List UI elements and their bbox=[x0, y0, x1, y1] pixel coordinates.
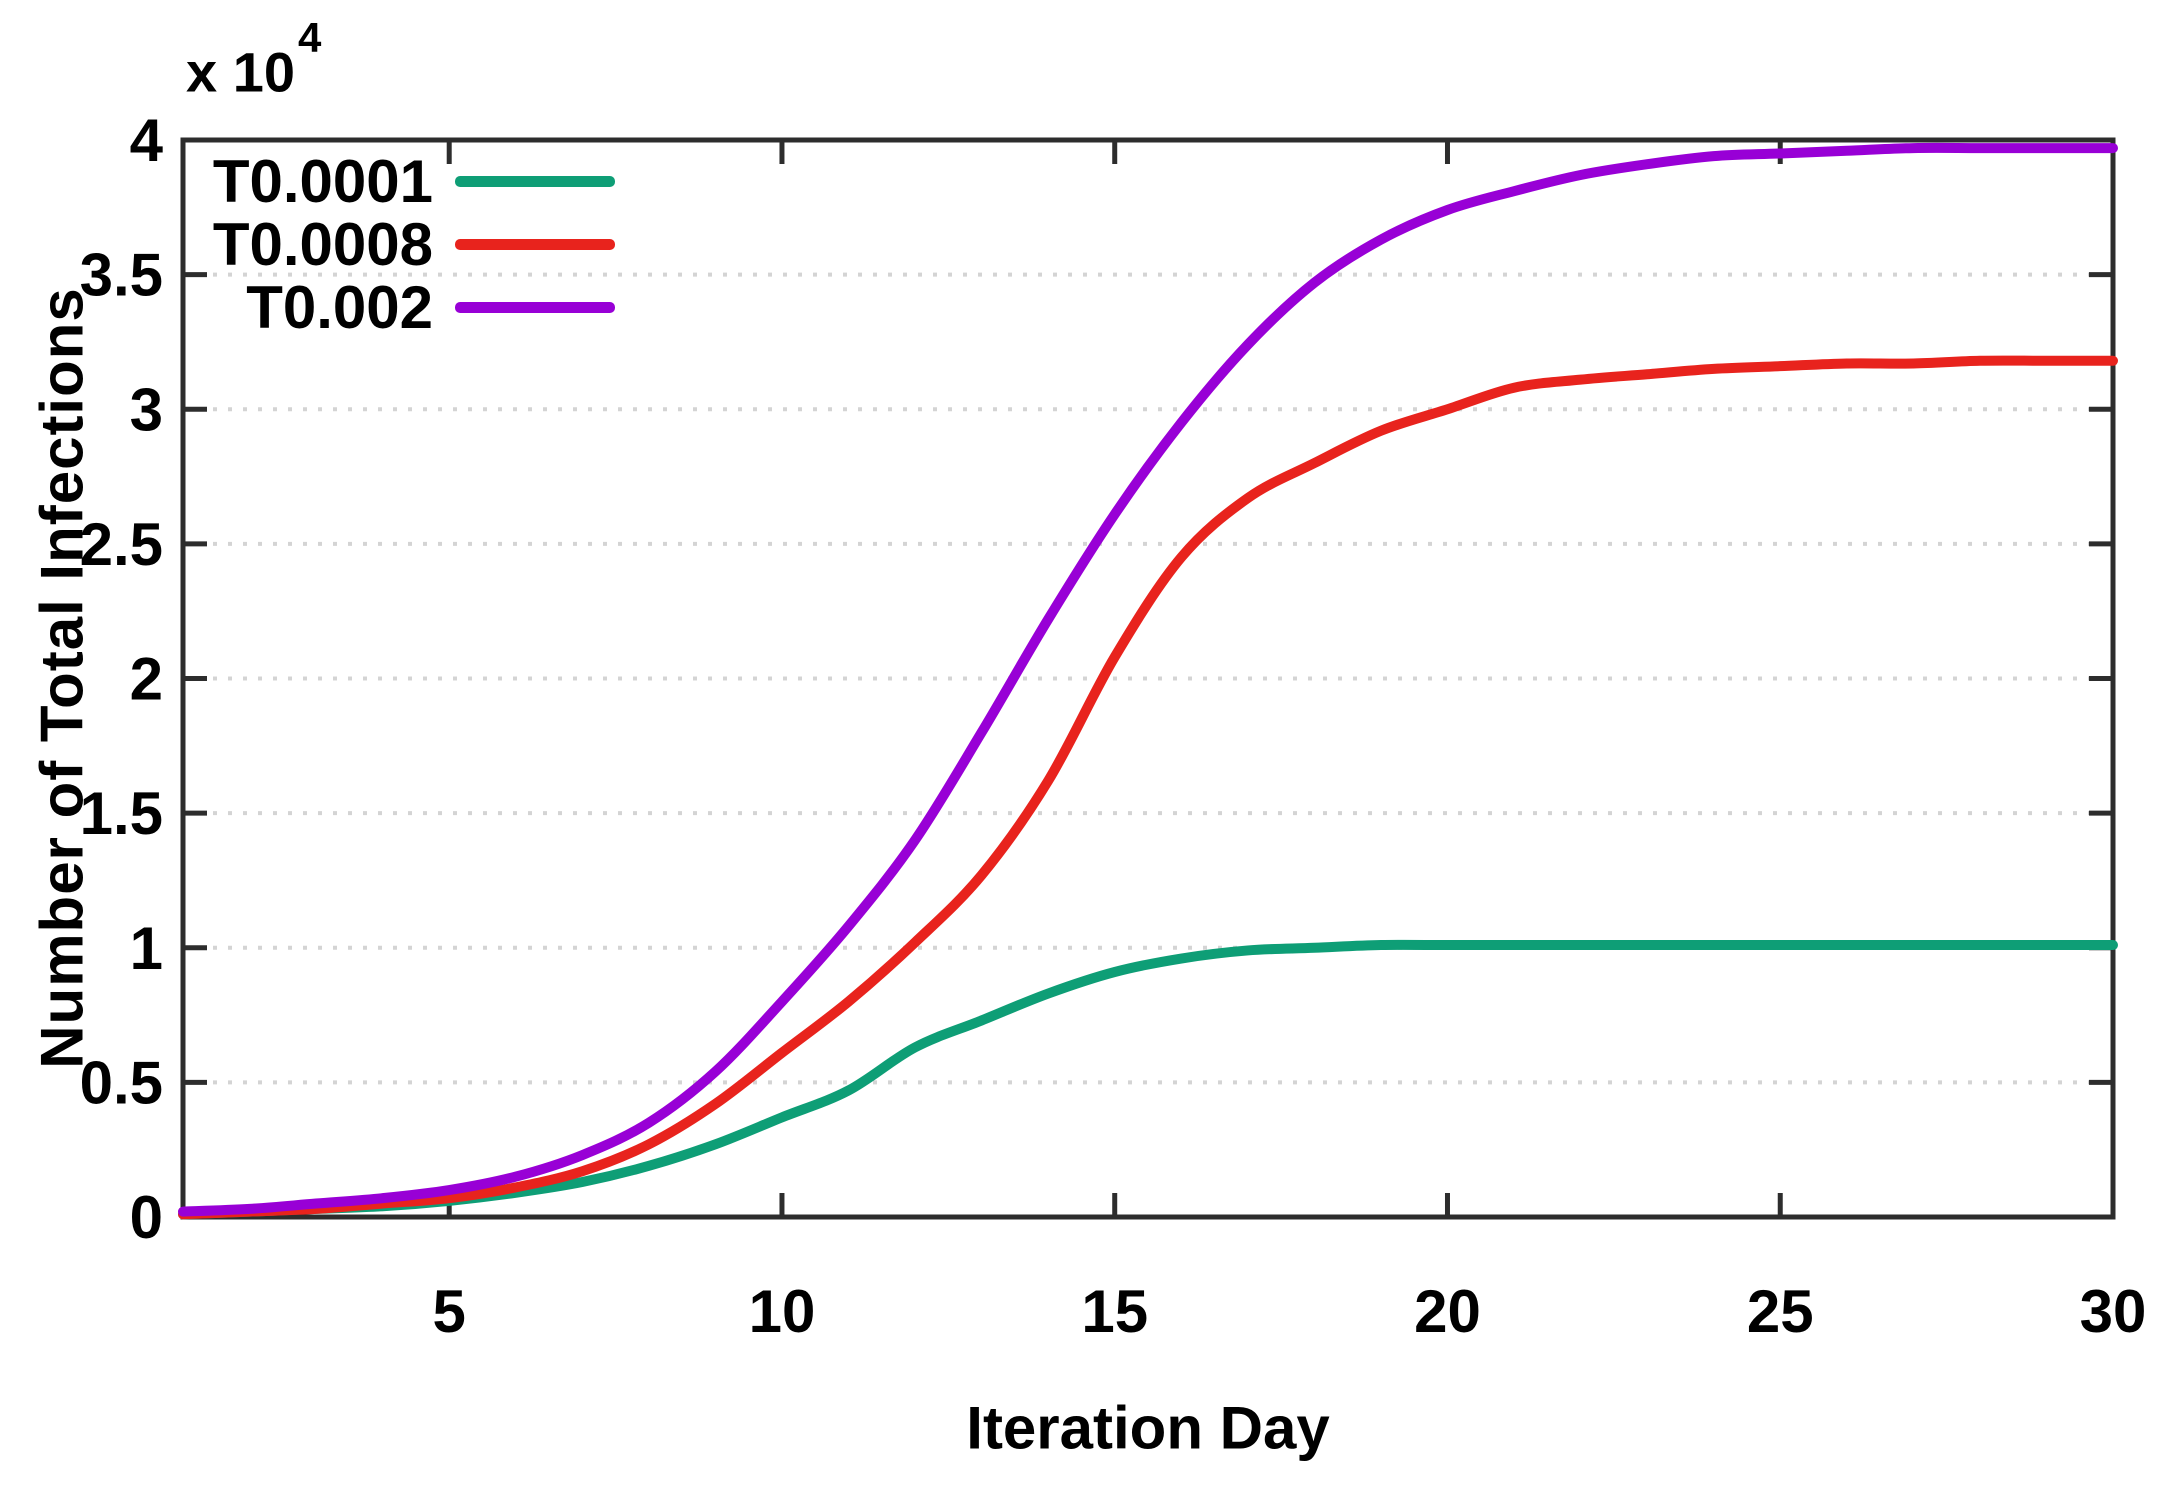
legend-color-line bbox=[455, 239, 615, 250]
y-axis-multiplier: x 104 bbox=[186, 14, 321, 105]
x-tick-label: 30 bbox=[2080, 1278, 2147, 1345]
y-axis-multiplier-base: x 10 bbox=[186, 40, 295, 104]
legend-label: T0.0001 bbox=[212, 148, 433, 215]
x-tick-label: 25 bbox=[1747, 1278, 1814, 1345]
legend-label: T0.002 bbox=[246, 274, 433, 341]
y-tick-label: 3 bbox=[130, 376, 163, 443]
legend-item: T0.002 bbox=[195, 274, 615, 341]
legend-label: T0.0008 bbox=[212, 211, 433, 278]
y-tick-label: 0 bbox=[130, 1184, 163, 1251]
series-line-T0.0001 bbox=[178, 939, 2118, 1220]
legend-item: T0.0008 bbox=[195, 211, 615, 278]
y-axis-multiplier-exponent: 4 bbox=[298, 14, 322, 61]
series-line-T0.002 bbox=[178, 142, 2118, 1217]
x-tick-label: 20 bbox=[1414, 1278, 1481, 1345]
series-line-T0.0008 bbox=[178, 355, 2118, 1220]
y-tick-label: 1 bbox=[130, 915, 163, 982]
legend-color-line bbox=[455, 176, 615, 187]
y-axis-title: Number of Total Infections bbox=[28, 287, 96, 1069]
x-tick-label: 10 bbox=[749, 1278, 816, 1345]
y-tick-label: 2.5 bbox=[80, 511, 163, 578]
legend-item: T0.0001 bbox=[195, 148, 615, 215]
y-tick-label: 4 bbox=[130, 107, 164, 174]
y-tick-label: 3.5 bbox=[80, 242, 163, 309]
legend: T0.0001 T0.0008 T0.002 bbox=[195, 148, 615, 341]
x-tick-label: 15 bbox=[1081, 1278, 1148, 1345]
legend-color-line bbox=[455, 302, 615, 313]
y-tick-label: 0.5 bbox=[80, 1049, 163, 1116]
y-tick-label: 1.5 bbox=[80, 780, 163, 847]
x-axis-title: Iteration Day bbox=[966, 1394, 1330, 1462]
x-tick-label: 5 bbox=[433, 1278, 466, 1345]
y-tick-label: 2 bbox=[130, 646, 163, 713]
